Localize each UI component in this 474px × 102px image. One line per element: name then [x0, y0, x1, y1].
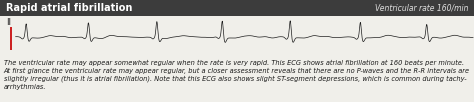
- Text: II: II: [6, 18, 11, 27]
- Bar: [0, 0, 474, 16]
- Bar: [10, 27, 12, 50]
- Text: The ventricular rate may appear somewhat regular when the rate is very rapid. Th: The ventricular rate may appear somewhat…: [4, 60, 470, 90]
- Bar: [0, 16, 474, 59]
- Text: Ventricular rate 160/min: Ventricular rate 160/min: [375, 3, 468, 12]
- Text: Rapid atrial fibrillation: Rapid atrial fibrillation: [6, 3, 132, 13]
